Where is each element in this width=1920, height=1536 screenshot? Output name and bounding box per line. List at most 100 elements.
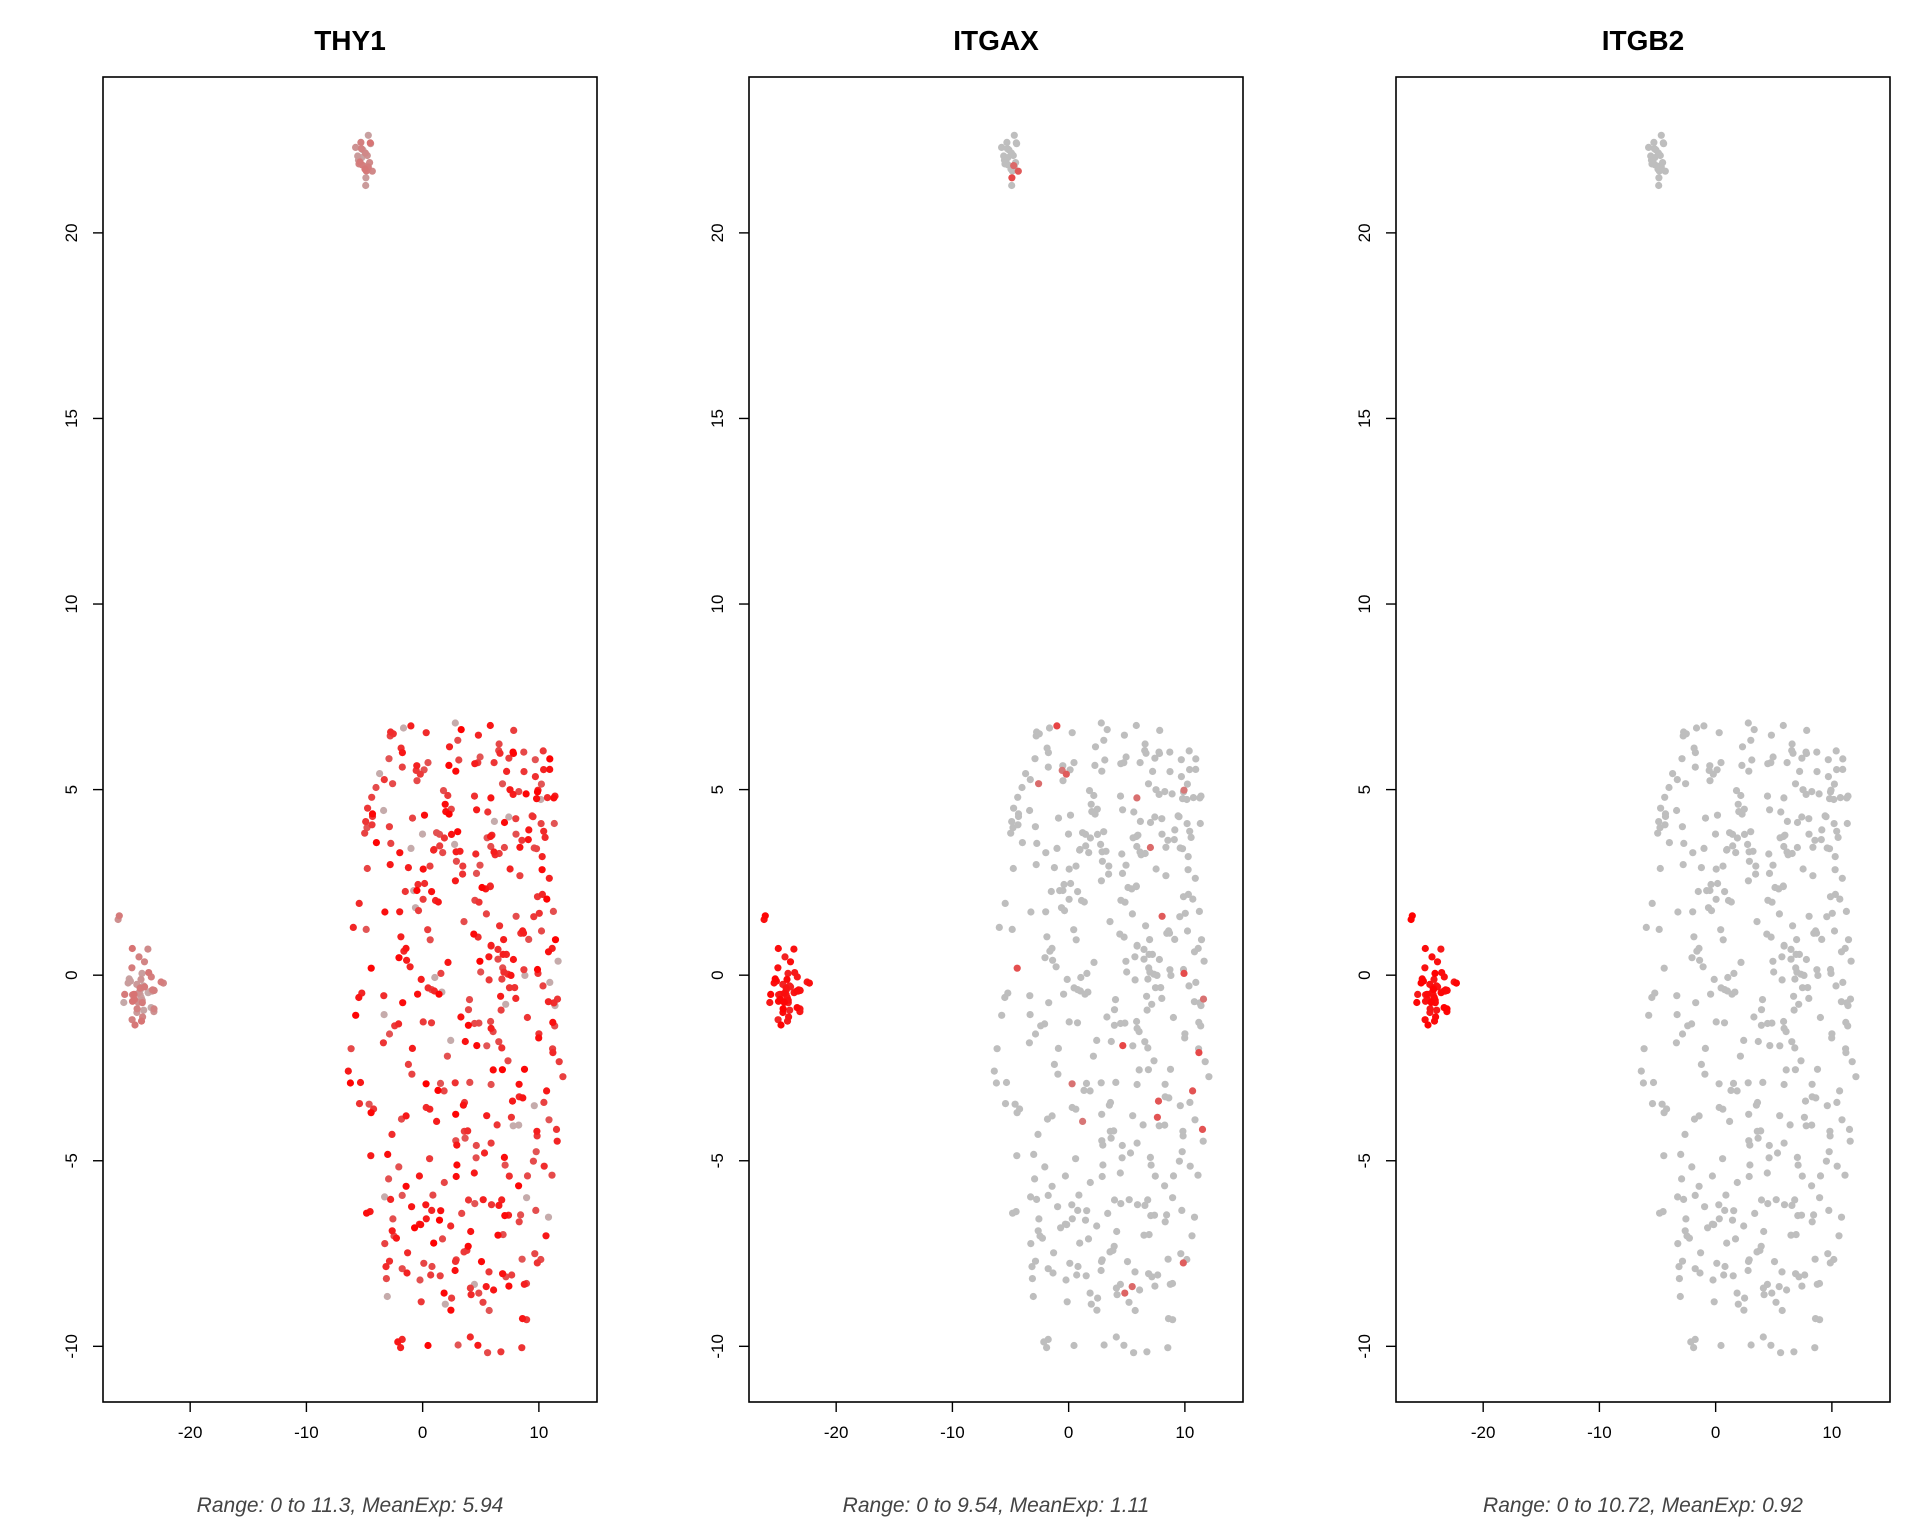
data-point: [399, 999, 407, 1007]
data-point: [1192, 765, 1200, 774]
data-point: [1678, 1030, 1687, 1038]
data-point: [552, 1125, 561, 1133]
data-point: [1098, 1172, 1106, 1181]
data-point: [1710, 975, 1718, 984]
data-point: [1171, 935, 1179, 944]
data-point: [1745, 767, 1753, 775]
data-point: [476, 753, 484, 761]
y-tick-label: 20: [1355, 223, 1374, 242]
data-point: [1679, 861, 1687, 869]
data-point: [1750, 1013, 1758, 1021]
data-point: [1417, 979, 1425, 987]
data-point: [1790, 992, 1798, 1000]
data-point: [1118, 869, 1127, 878]
data-point: [1008, 925, 1016, 934]
data-point: [502, 1000, 510, 1008]
data-point: [1777, 1349, 1785, 1357]
data-point: [518, 836, 526, 844]
data-point: [1776, 1042, 1784, 1050]
data-point: [1166, 1065, 1175, 1073]
data-point: [389, 780, 397, 788]
data-point: [1001, 993, 1009, 1002]
data-point: [1100, 1341, 1108, 1349]
data-point: [473, 1042, 481, 1050]
data-point: [1048, 1112, 1056, 1120]
data-point: [1756, 1246, 1764, 1254]
data-point: [1191, 874, 1199, 882]
data-point: [428, 1206, 436, 1214]
data-point: [1110, 1006, 1119, 1014]
data-point: [1848, 1058, 1856, 1066]
data-point: [1421, 944, 1429, 953]
plot-frame: [1395, 76, 1891, 1403]
data-point: [1648, 993, 1656, 1002]
data-point: [1798, 1172, 1806, 1180]
data-point: [1120, 1341, 1128, 1349]
data-point: [559, 1073, 567, 1081]
data-point: [520, 1280, 528, 1288]
data-point: [120, 998, 128, 1007]
data-point: [413, 762, 421, 770]
y-tick-label: 20: [708, 223, 727, 242]
data-point: [550, 999, 558, 1007]
data-point: [1001, 899, 1009, 908]
data-point: [1713, 811, 1722, 819]
data-point: [1116, 1019, 1125, 1028]
data-point: [1045, 999, 1053, 1007]
data-point: [497, 992, 505, 1000]
data-point: [1809, 843, 1817, 851]
data-point: [1040, 1338, 1048, 1346]
data-point: [140, 1006, 148, 1014]
data-point: [387, 1195, 395, 1203]
data-point: [1034, 1130, 1042, 1138]
data-point: [1682, 780, 1690, 788]
data-point: [379, 1039, 387, 1047]
data-point: [1730, 1207, 1738, 1215]
data-point: [1797, 1057, 1805, 1065]
data-point: [1844, 1022, 1852, 1030]
data-point: [1717, 926, 1725, 934]
data-point: [785, 1013, 793, 1021]
data-point: [1852, 1073, 1860, 1081]
data-point: [1765, 869, 1774, 878]
data-point: [1826, 795, 1834, 803]
data-point: [368, 810, 377, 818]
data-point: [1658, 1100, 1666, 1108]
data-point: [525, 935, 533, 944]
data-point: [1723, 1239, 1731, 1247]
data-point: [1765, 1154, 1773, 1162]
data-point: [522, 790, 530, 798]
data-point: [430, 846, 438, 854]
data-point: [1128, 910, 1136, 918]
data-point: [1801, 1271, 1809, 1279]
data-point: [382, 1275, 390, 1283]
data-point: [477, 1258, 486, 1266]
data-point: [1752, 1101, 1760, 1109]
data-point: [1707, 990, 1715, 998]
data-point: [1141, 740, 1149, 748]
data-point: [1735, 808, 1743, 816]
data-point: [1158, 830, 1166, 838]
data-point: [1000, 152, 1008, 160]
data-point: [367, 1109, 375, 1117]
data-point: [1075, 1191, 1083, 1199]
data-point: [1845, 1125, 1854, 1133]
data-point: [1003, 138, 1011, 146]
data-point: [1123, 968, 1131, 976]
data-point: [1746, 1161, 1754, 1169]
data-point: [1086, 834, 1094, 842]
data-point: [1736, 1052, 1744, 1060]
data-point: [1143, 992, 1151, 1000]
data-point: [1113, 1291, 1121, 1299]
panel-subtitle: Range: 0 to 9.54, MeanExp: 1.11: [843, 1494, 1150, 1517]
data-point: [467, 1291, 475, 1299]
data-point: [500, 843, 508, 852]
y-tick-label: 0: [62, 970, 81, 979]
data-point: [1680, 839, 1688, 848]
data-point: [489, 1066, 497, 1074]
data-point: [1769, 957, 1777, 965]
data-point: [1778, 953, 1786, 961]
data-point: [1187, 833, 1195, 842]
data-point: [115, 912, 123, 920]
data-point: [531, 756, 539, 764]
